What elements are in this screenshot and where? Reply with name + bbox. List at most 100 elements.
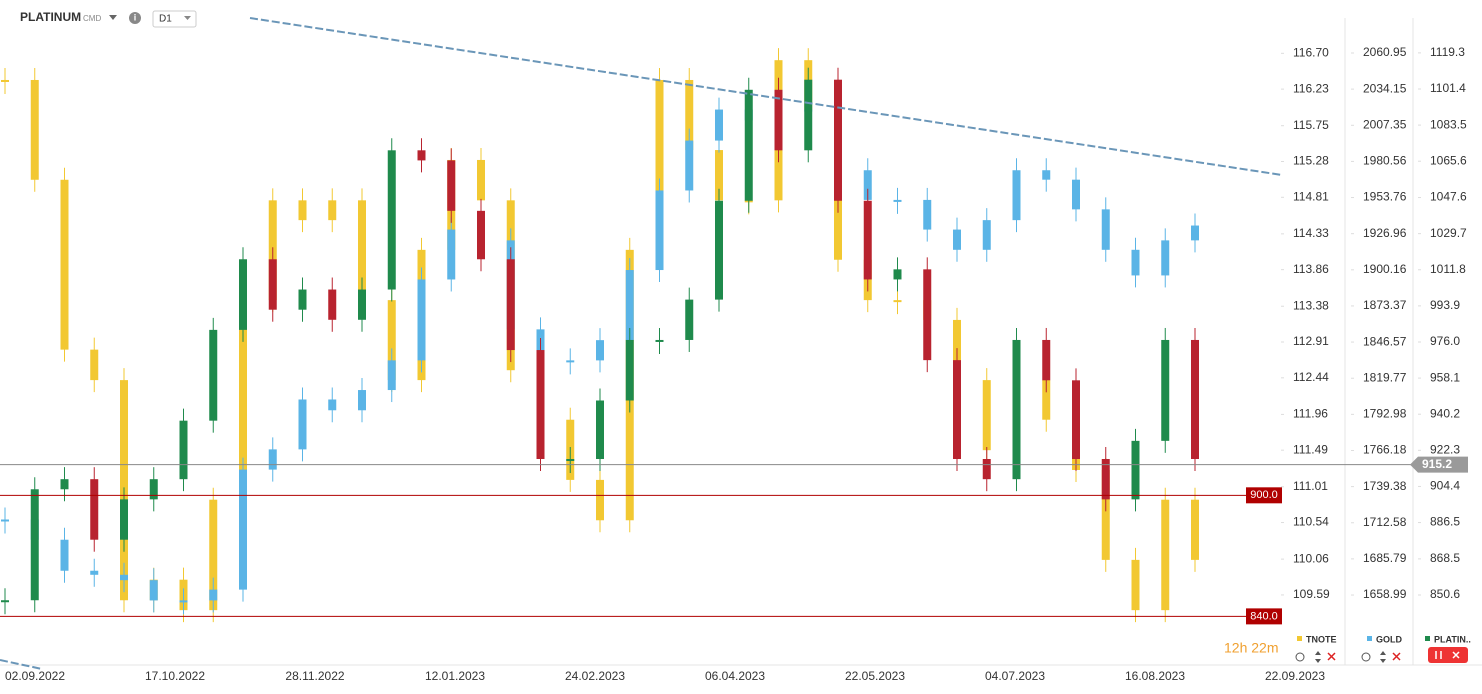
candle	[1161, 499, 1170, 611]
legend-label[interactable]: GOLD	[1376, 634, 1402, 644]
y-tick-label: 976.0	[1430, 334, 1460, 348]
y-tick-label: 958.1	[1430, 370, 1460, 384]
candle	[149, 479, 158, 500]
price-level-label: 900.0	[1250, 489, 1278, 501]
y-tick-label: 115.28	[1293, 154, 1329, 168]
price-level-tag	[1246, 608, 1282, 625]
legend-swatch	[1367, 636, 1372, 641]
trend-line[interactable]	[249, 17, 1283, 176]
y-tick-label: 1047.6	[1430, 190, 1467, 204]
timeframe-arrow	[184, 16, 191, 20]
settings-icon[interactable]	[1435, 651, 1442, 659]
y-tick-label: 868.5	[1430, 551, 1460, 565]
candle	[715, 109, 723, 141]
candle	[1191, 339, 1199, 460]
candle	[1, 600, 9, 603]
y-tick-label: 111.49	[1293, 442, 1328, 456]
y-tick-label: 2060.95	[1363, 45, 1407, 59]
x-tick-label: 16.08.2023	[1125, 669, 1185, 683]
candle	[685, 299, 694, 340]
y-tick-label: 922.3	[1430, 442, 1460, 456]
x-tick-label: 06.04.2023	[705, 669, 765, 683]
y-tick-label: 112.91	[1293, 334, 1329, 348]
x-tick-label: 04.07.2023	[985, 669, 1045, 683]
candle	[1101, 459, 1110, 500]
candle	[982, 220, 991, 250]
y-tick-label: 1658.99	[1363, 587, 1407, 601]
last-price-label: 915.2	[1422, 457, 1452, 471]
candle	[358, 390, 366, 411]
y-tick-label: 2034.15	[1363, 81, 1407, 95]
y-tick-label: 116.70	[1293, 45, 1329, 59]
eye-icon[interactable]	[1295, 652, 1305, 662]
candle	[179, 420, 188, 480]
legend-swatch	[1425, 636, 1430, 641]
candle	[655, 79, 664, 250]
candle	[387, 150, 396, 290]
candle	[60, 479, 69, 490]
symbol-dropdown[interactable]	[109, 15, 117, 20]
close-icon[interactable]	[1452, 651, 1460, 659]
candle	[268, 449, 277, 470]
candle	[715, 200, 723, 300]
candle	[358, 289, 366, 320]
y-tick-label: 1685.79	[1363, 551, 1407, 565]
candle	[596, 340, 604, 361]
candle	[685, 140, 694, 191]
candle	[1072, 380, 1080, 460]
y-tick-label: 886.5	[1430, 515, 1460, 529]
candle	[625, 270, 634, 341]
candle	[149, 580, 158, 601]
y-tick-label: 1873.37	[1363, 298, 1407, 312]
legend-label[interactable]: PLATIN..	[1434, 634, 1471, 644]
candle	[596, 479, 604, 521]
info-icon[interactable]	[129, 12, 141, 24]
candle	[328, 399, 337, 411]
candle	[417, 150, 426, 161]
close-icon[interactable]	[1327, 652, 1336, 661]
legend-label[interactable]: TNOTE	[1306, 634, 1337, 644]
y-tick-label: 1101.4	[1430, 81, 1466, 95]
candle	[982, 380, 991, 451]
candle	[387, 300, 396, 381]
order-icon[interactable]	[1315, 651, 1321, 663]
candle	[655, 190, 664, 271]
y-tick-label: 111.96	[1293, 407, 1328, 421]
candle	[923, 199, 932, 230]
candle	[506, 259, 515, 351]
candle	[1161, 339, 1170, 441]
candle	[744, 89, 753, 201]
candle	[387, 360, 396, 391]
y-tick-label: 1819.77	[1363, 370, 1407, 384]
candle	[536, 350, 545, 460]
y-tick-label: 1953.76	[1363, 190, 1407, 204]
y-tick-label: 1011.8	[1430, 262, 1466, 276]
candle	[90, 570, 99, 575]
candle	[1101, 209, 1110, 250]
candle	[834, 79, 842, 201]
candle	[1191, 225, 1199, 241]
close-icon[interactable]	[1392, 652, 1401, 661]
candle	[685, 79, 694, 151]
timeframe-select[interactable]	[152, 10, 197, 28]
candle	[298, 289, 307, 310]
trend-line[interactable]	[0, 659, 43, 670]
candle	[953, 229, 961, 250]
eye-icon[interactable]	[1361, 652, 1371, 662]
candle	[1012, 339, 1021, 480]
candle	[60, 179, 69, 350]
y-tick-label: 1980.56	[1363, 154, 1407, 168]
candle	[239, 300, 247, 500]
candle	[1191, 499, 1199, 560]
symbol[interactable]: PLATINUM	[20, 10, 81, 24]
candle	[893, 300, 902, 303]
y-tick-label: 2007.35	[1363, 117, 1407, 131]
candle	[90, 479, 99, 540]
last-price-tag	[1410, 456, 1468, 473]
active-controls[interactable]	[1428, 647, 1468, 663]
y-tick-label: 993.9	[1430, 298, 1460, 312]
order-icon[interactable]	[1380, 651, 1386, 663]
candle	[923, 269, 932, 361]
